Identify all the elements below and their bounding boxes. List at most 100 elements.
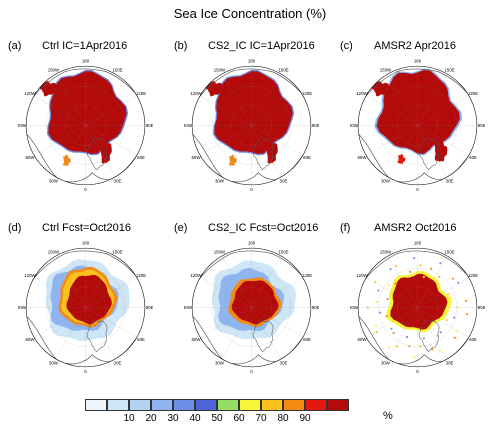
meridian-line bbox=[417, 277, 470, 308]
colorbar-swatch bbox=[129, 399, 151, 411]
coastline bbox=[359, 250, 475, 288]
colorbar-swatch bbox=[305, 399, 327, 411]
ice-field bbox=[192, 66, 311, 185]
panel-b: (b) CS2_IC IC=1Apr2016 180 150E 120E 90E 60E 3… bbox=[170, 40, 330, 220]
meridian-line bbox=[85, 255, 116, 308]
ice-speck bbox=[374, 280, 377, 283]
ice-speck bbox=[375, 300, 379, 304]
longitude-label: 120W bbox=[24, 91, 36, 96]
greenland-outline bbox=[86, 137, 108, 170]
ice-speck bbox=[389, 268, 392, 271]
ice-speck bbox=[465, 313, 468, 316]
ice-speck bbox=[419, 264, 422, 267]
panel-d: (d) Ctrl Fcst=Oct2016 180 150E 120E 90E 60E 30… bbox=[4, 222, 164, 402]
greenland-outline bbox=[418, 137, 440, 170]
meridian-line bbox=[251, 307, 282, 360]
colorbar-swatch bbox=[217, 399, 239, 411]
longitude-label: 30W bbox=[49, 178, 59, 183]
ice-speck bbox=[413, 257, 416, 260]
ice-speck bbox=[453, 316, 456, 319]
meridian-line bbox=[251, 95, 304, 126]
longitude-label: 60W bbox=[191, 155, 201, 160]
map-border bbox=[25, 65, 146, 186]
longitude-label: 90W bbox=[18, 305, 27, 310]
longitude-label: 0 bbox=[84, 369, 87, 374]
longitude-label: 30E bbox=[114, 178, 122, 183]
meridian-line bbox=[417, 307, 448, 360]
ice-speck bbox=[405, 275, 408, 278]
coastline bbox=[193, 68, 309, 106]
ice-region bbox=[204, 81, 224, 97]
polar-map: 180 150E 120E 90E 60E 30E 0 30W 60W 90W 120W 150W bbox=[184, 59, 319, 192]
colorbar-swatch bbox=[261, 399, 283, 411]
ice-speck bbox=[392, 332, 395, 335]
meridian-line bbox=[387, 255, 418, 308]
meridian-line bbox=[85, 307, 138, 338]
map-border bbox=[25, 247, 146, 368]
colorbar-swatch bbox=[173, 399, 195, 411]
meridian-line bbox=[251, 255, 282, 308]
meridian-line bbox=[251, 277, 304, 308]
coastline bbox=[193, 250, 309, 288]
ice-speck bbox=[422, 275, 425, 279]
longitude-label: 0 bbox=[250, 187, 253, 192]
longitude-label: 60W bbox=[191, 337, 201, 342]
longitude-label: 90E bbox=[312, 305, 319, 310]
ice-speck bbox=[419, 345, 422, 348]
meridian-line bbox=[85, 73, 116, 126]
longitude-label: 60E bbox=[137, 337, 145, 342]
panel-title: CS2_IC IC=1Apr2016 bbox=[208, 40, 315, 52]
coastline bbox=[27, 250, 143, 288]
ice-speck bbox=[457, 281, 460, 284]
ice-speck bbox=[455, 329, 458, 333]
meridian-line bbox=[221, 255, 252, 308]
longitude-label: 120E bbox=[302, 273, 312, 278]
panel-a: (a) Ctrl IC=1Apr2016 180 150E 120E 90E 60E 30E… bbox=[4, 40, 164, 220]
longitude-label: 30E bbox=[446, 360, 454, 365]
meridian-line bbox=[365, 307, 418, 338]
meridian-line bbox=[417, 307, 470, 338]
panel-title: AMSR2 Oct2016 bbox=[374, 222, 457, 234]
colorbar-tick-label: 20 bbox=[145, 413, 157, 424]
colorbar-swatch bbox=[283, 399, 305, 411]
coastline bbox=[359, 68, 475, 106]
colorbar-tick-label: 60 bbox=[233, 413, 245, 424]
meridian-line bbox=[199, 277, 252, 308]
meridian-line bbox=[417, 125, 470, 156]
ice-speck bbox=[438, 282, 441, 286]
longitude-label: 120W bbox=[24, 273, 36, 278]
greenland-outline bbox=[252, 319, 274, 352]
longitude-label: 150E bbox=[278, 249, 288, 254]
ice-region bbox=[48, 71, 127, 154]
longitude-label: 150W bbox=[380, 67, 392, 72]
longitude-label: 150W bbox=[48, 67, 60, 72]
coastline bbox=[27, 68, 143, 106]
ice-speck bbox=[394, 282, 397, 285]
longitude-label: 180 bbox=[414, 59, 422, 64]
ice-speck bbox=[451, 277, 455, 280]
colorbar-swatch bbox=[327, 399, 349, 411]
ice-speck bbox=[450, 296, 453, 300]
colorbar-labels: 10 20 30 40 50 60 70 80 90 bbox=[85, 413, 349, 425]
meridian-line bbox=[387, 307, 418, 360]
longitude-label: 120W bbox=[356, 273, 368, 278]
ice-region bbox=[397, 153, 406, 165]
longitude-label: 150W bbox=[214, 67, 226, 72]
panel-c: (c) AMSR2 Apr2016 180 150E 120E 90E 60E 30E 0 30… bbox=[336, 40, 496, 220]
longitude-label: 30E bbox=[446, 178, 454, 183]
longitude-label: 90W bbox=[350, 305, 359, 310]
longitude-label: 90E bbox=[146, 123, 153, 128]
panel-tag: (b) bbox=[174, 40, 188, 52]
colorbar-tick-label: 80 bbox=[277, 413, 289, 424]
colorbar-swatch bbox=[151, 399, 173, 411]
colorbar-tick-label: 10 bbox=[123, 413, 135, 424]
meridian-line bbox=[251, 307, 304, 338]
longitude-label: 150E bbox=[112, 249, 122, 254]
map-border bbox=[191, 65, 312, 186]
colorbar-tick-label: 50 bbox=[211, 413, 223, 424]
longitude-label: 120E bbox=[468, 273, 478, 278]
longitude-label: 120W bbox=[356, 91, 368, 96]
longitude-label: 90W bbox=[18, 123, 27, 128]
ice-speck bbox=[366, 306, 369, 309]
ice-speck bbox=[438, 275, 441, 279]
